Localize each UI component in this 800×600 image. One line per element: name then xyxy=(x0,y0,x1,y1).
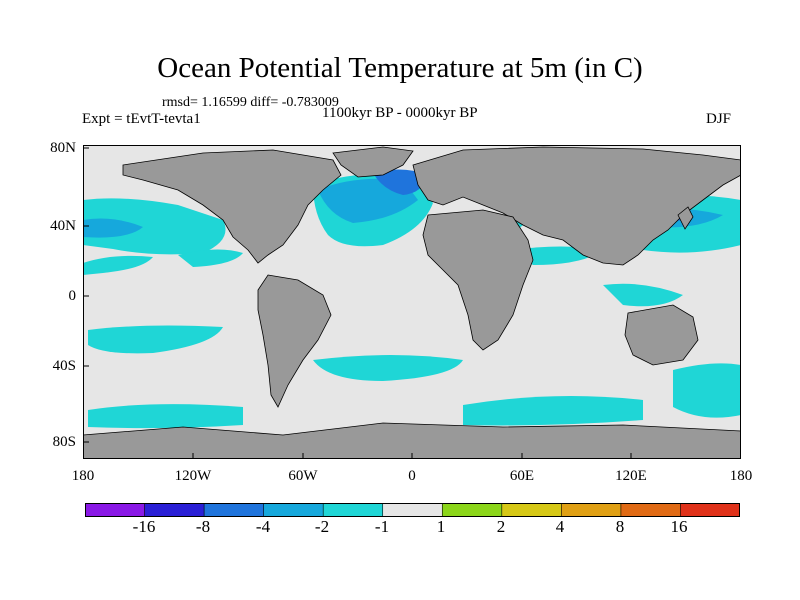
season-label: DJF xyxy=(706,111,732,127)
lat-label-80s: 80S xyxy=(52,434,76,450)
colorbar-label: -4 xyxy=(255,517,271,536)
colorbar xyxy=(85,503,740,517)
colorbar-label: 1 xyxy=(436,517,446,536)
colorbar-swatch xyxy=(263,503,324,517)
southern-ocean-band-far-east xyxy=(673,363,741,418)
period-label: 1100kyr BP - 0000kyr BP xyxy=(322,105,478,121)
colorbar-label: 2 xyxy=(496,517,506,536)
colorbar-swatch xyxy=(144,503,205,517)
colorbar-swatch xyxy=(680,503,740,517)
southern-ocean-band-east xyxy=(463,396,643,426)
anomaly-fill xyxy=(83,157,741,429)
colorbar-swatch xyxy=(322,503,384,517)
land-masses xyxy=(83,146,741,459)
colorbar-swatch xyxy=(501,503,563,517)
lon-label-180w: 180 xyxy=(71,468,95,484)
colorbar-swatch xyxy=(85,503,146,517)
colorbar-swatch xyxy=(561,503,622,517)
colorbar-label: 4 xyxy=(555,517,565,536)
lon-label-180e: 180 xyxy=(729,468,753,484)
colorbar-swatch xyxy=(203,503,265,517)
colorbar-swatch xyxy=(620,503,682,517)
lon-label-60e: 60E xyxy=(509,468,535,484)
colorbar-label: -8 xyxy=(195,517,211,536)
land-africa xyxy=(422,209,534,351)
lat-label-40n: 40N xyxy=(50,218,76,234)
map-panel xyxy=(83,145,741,459)
figure-title: Ocean Potential Temperature at 5m (in C) xyxy=(157,52,643,84)
colorbar-label: 16 xyxy=(670,517,688,536)
land-japan xyxy=(677,206,694,230)
lon-label-0: 0 xyxy=(408,468,416,484)
land-south-america xyxy=(257,274,332,408)
lat-label-0: 0 xyxy=(68,288,77,304)
colorbar-label: -1 xyxy=(374,517,390,536)
lon-label-120e: 120E xyxy=(615,468,647,484)
lat-label-40s: 40S xyxy=(52,358,76,374)
land-north-america xyxy=(122,149,342,264)
north-pacific-cool-region xyxy=(83,198,226,255)
lon-label-120w: 120W xyxy=(174,468,212,484)
east-pacific-band xyxy=(178,249,243,267)
land-australia xyxy=(624,304,699,366)
southern-ocean-cool-region xyxy=(88,404,243,429)
north-pacific-sky-region xyxy=(83,218,143,238)
colorbar-label: -2 xyxy=(314,517,330,536)
lon-label-60w: 60W xyxy=(288,468,318,484)
stats-label: rmsd= 1.16599 diff= -0.783009 xyxy=(162,95,339,110)
land-antarctica xyxy=(83,422,741,459)
land-europe-asia xyxy=(412,146,741,266)
australia-coast-cool-region xyxy=(603,283,683,307)
east-pacific-cool-region xyxy=(83,255,153,275)
colorbar-label: 8 xyxy=(615,517,625,536)
colorbar-swatch xyxy=(382,503,444,517)
north-atlantic-blue-region xyxy=(373,169,428,195)
colorbar-swatch xyxy=(441,503,503,517)
south-pacific-cool-region xyxy=(88,325,223,354)
axis-ticks xyxy=(83,147,632,459)
land-greenland xyxy=(332,146,414,178)
experiment-label: Expt = tEvtT-tevta1 xyxy=(82,111,201,127)
colorbar-label: -16 xyxy=(132,517,156,536)
south-atlantic-cool-region xyxy=(313,355,463,381)
lat-label-80n: 80N xyxy=(50,140,76,156)
